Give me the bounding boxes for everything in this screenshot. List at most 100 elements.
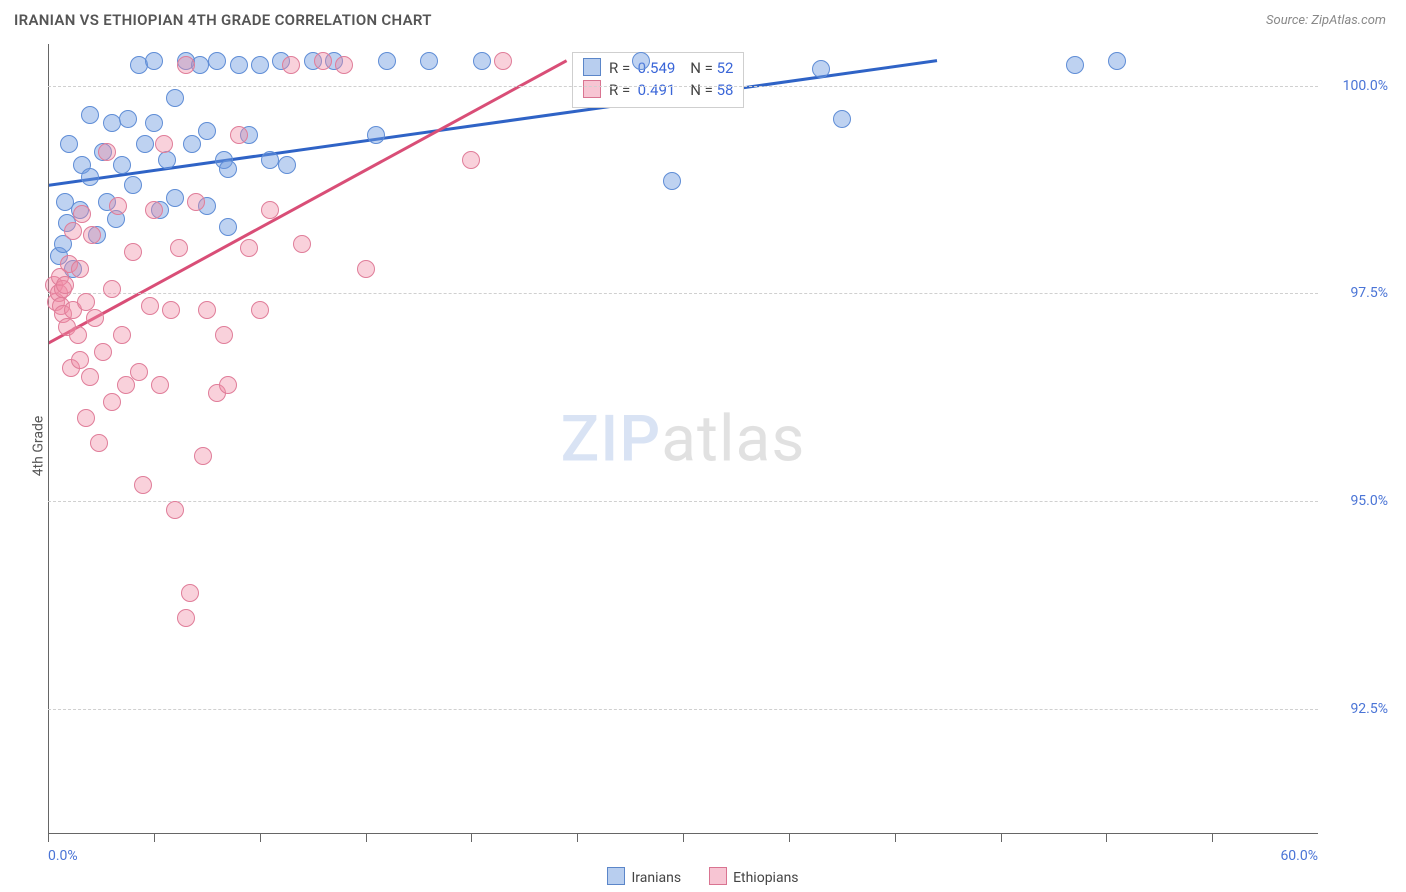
scatter-point xyxy=(251,56,269,74)
stat-n: 52 xyxy=(717,59,734,77)
y-tick-label: 92.5% xyxy=(1328,701,1388,717)
scatter-point xyxy=(136,135,154,153)
scatter-point xyxy=(103,393,121,411)
scatter-point xyxy=(145,52,163,70)
scatter-point xyxy=(162,301,180,319)
scatter-point xyxy=(113,156,131,174)
scatter-point xyxy=(94,343,112,361)
scatter-point xyxy=(71,351,89,369)
scatter-point xyxy=(335,56,353,74)
chart-title: IRANIAN VS ETHIOPIAN 4TH GRADE CORRELATI… xyxy=(14,11,432,29)
scatter-point xyxy=(81,106,99,124)
stat-r: 0.491 xyxy=(638,81,676,99)
scatter-point xyxy=(81,168,99,186)
scatter-point xyxy=(77,409,95,427)
scatter-point xyxy=(98,143,116,161)
scatter-point xyxy=(60,135,78,153)
scatter-point xyxy=(109,197,127,215)
scatter-point xyxy=(278,156,296,174)
scatter-point xyxy=(208,52,226,70)
scatter-point xyxy=(56,276,74,294)
scatter-point xyxy=(134,476,152,494)
scatter-point xyxy=(282,56,300,74)
scatter-point xyxy=(177,609,195,627)
scatter-point xyxy=(1108,52,1126,70)
scatter-point xyxy=(473,52,491,70)
scatter-point xyxy=(69,326,87,344)
scatter-point xyxy=(130,363,148,381)
legend-swatch xyxy=(583,80,601,98)
scatter-point xyxy=(170,239,188,257)
scatter-point xyxy=(215,326,233,344)
scatter-point xyxy=(663,172,681,190)
scatter-point xyxy=(81,368,99,386)
scatter-point xyxy=(357,260,375,278)
scatter-point xyxy=(230,56,248,74)
x-tick xyxy=(1001,834,1002,842)
legend-label: Iranians xyxy=(631,870,681,886)
trend-lines xyxy=(48,44,1318,834)
x-tick xyxy=(366,834,367,842)
chart-source: Source: ZipAtlas.com xyxy=(1266,13,1386,28)
scatter-point xyxy=(177,56,195,74)
scatter-point xyxy=(230,126,248,144)
x-axis-label: 0.0% xyxy=(48,848,78,864)
scatter-point xyxy=(145,114,163,132)
correlation-stats-box: R = 0.549 N = 52R = 0.491 N = 58 xyxy=(572,52,744,108)
trend-line xyxy=(48,61,937,186)
scatter-point xyxy=(119,110,137,128)
scatter-point xyxy=(124,243,142,261)
x-tick xyxy=(471,834,472,842)
scatter-point xyxy=(166,501,184,519)
scatter-point xyxy=(113,326,131,344)
x-tick xyxy=(260,834,261,842)
scatter-plot-area: ZIPatlas R = 0.549 N = 52R = 0.491 N = 5… xyxy=(48,44,1318,834)
scatter-point xyxy=(378,52,396,70)
y-axis-line xyxy=(48,44,49,834)
gridline-horizontal xyxy=(48,501,1318,502)
scatter-point xyxy=(183,135,201,153)
scatter-point xyxy=(219,160,237,178)
scatter-point xyxy=(124,176,142,194)
x-tick xyxy=(48,834,49,842)
scatter-point xyxy=(314,52,332,70)
stats-row: R = 0.549 N = 52 xyxy=(583,57,733,79)
x-tick xyxy=(577,834,578,842)
scatter-point xyxy=(187,193,205,211)
legend-swatch xyxy=(583,58,601,76)
x-tick xyxy=(789,834,790,842)
x-axis-label: 60.0% xyxy=(1268,848,1318,864)
scatter-point xyxy=(420,52,438,70)
scatter-point xyxy=(812,60,830,78)
scatter-point xyxy=(181,584,199,602)
scatter-point xyxy=(198,122,216,140)
scatter-point xyxy=(367,126,385,144)
y-tick-label: 100.0% xyxy=(1328,78,1388,94)
scatter-point xyxy=(166,189,184,207)
scatter-point xyxy=(145,201,163,219)
scatter-point xyxy=(240,239,258,257)
scatter-point xyxy=(632,52,650,70)
scatter-point xyxy=(64,222,82,240)
stats-row: R = 0.491 N = 58 xyxy=(583,79,733,101)
scatter-point xyxy=(261,201,279,219)
scatter-point xyxy=(90,434,108,452)
legend: Iranians Ethiopians xyxy=(0,867,1406,886)
scatter-point xyxy=(71,260,89,278)
legend-swatch xyxy=(709,867,727,885)
legend-item: Ethiopians xyxy=(709,867,798,886)
scatter-point xyxy=(1066,56,1084,74)
scatter-point xyxy=(293,235,311,253)
x-tick xyxy=(683,834,684,842)
scatter-point xyxy=(73,205,91,223)
x-tick xyxy=(154,834,155,842)
scatter-point xyxy=(462,151,480,169)
legend-label: Ethiopians xyxy=(733,870,798,886)
scatter-point xyxy=(166,89,184,107)
scatter-point xyxy=(251,301,269,319)
y-tick-label: 97.5% xyxy=(1328,285,1388,301)
scatter-point xyxy=(494,52,512,70)
scatter-point xyxy=(83,226,101,244)
scatter-point xyxy=(194,447,212,465)
scatter-point xyxy=(261,151,279,169)
